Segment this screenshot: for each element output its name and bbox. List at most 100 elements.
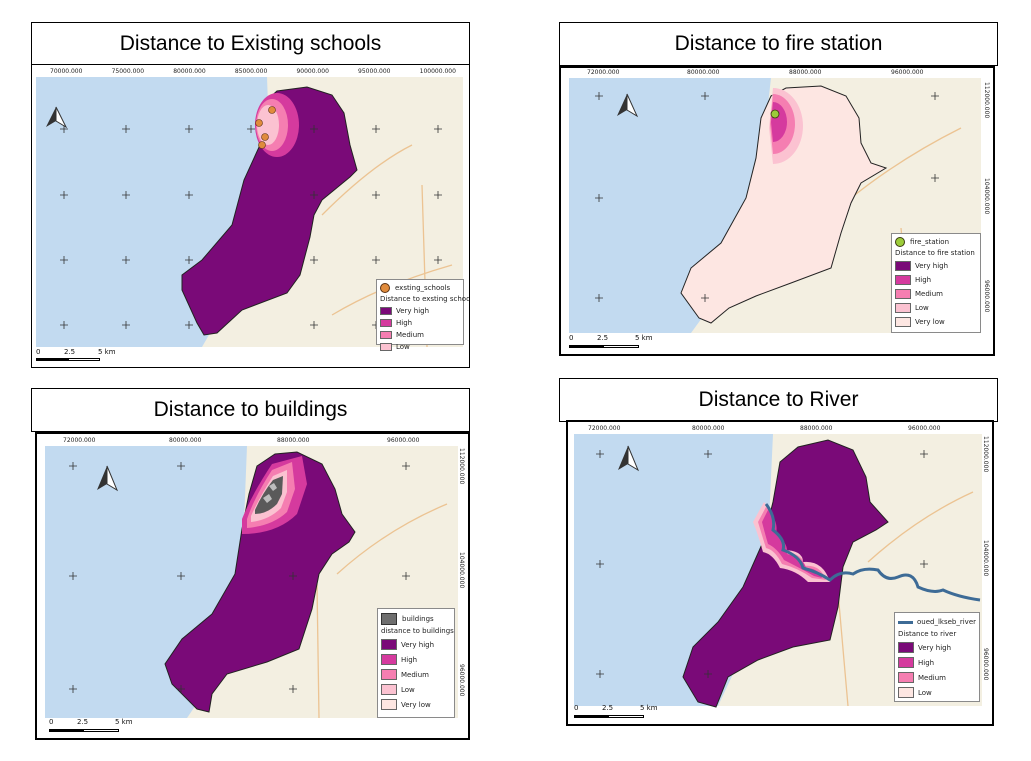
school-point	[258, 141, 266, 149]
buildings-icon	[381, 612, 397, 625]
legend-class: Medium	[396, 331, 424, 339]
coord-label: 96000.000	[387, 437, 420, 444]
title-text: Distance to buildings	[153, 398, 348, 421]
scale-zero: 0	[36, 348, 41, 356]
legend-header: distance to buildings	[381, 627, 454, 635]
coord-label: 112000.000	[982, 436, 989, 473]
coord-label: 88000.000	[789, 69, 822, 76]
legend-header: Distance to river	[898, 630, 957, 638]
map-title-fire-station: Distance to fire station	[559, 22, 998, 66]
coord-label: 72000.000	[588, 425, 621, 432]
coord-label: 85000.000	[234, 68, 268, 75]
legend-class: Low	[915, 304, 929, 312]
legend-class: Very high	[918, 643, 952, 652]
fire-station-point	[770, 109, 780, 119]
coord-label: 80000.000	[173, 68, 206, 75]
legend-class: High	[918, 658, 935, 667]
map-legend: exsting_schools Distance to exsting scho…	[376, 279, 470, 351]
legend-class: Very high	[396, 307, 430, 315]
scale-end: 5 km	[98, 348, 116, 356]
coord-label: 96000.000	[891, 69, 924, 76]
top-coordinate-labels: 70000.000 75000.000 80000.000 85000.000 …	[38, 68, 468, 75]
title-text: Distance to fire station	[674, 32, 883, 55]
legend-point-label: fire_station	[910, 238, 950, 246]
school-point	[268, 106, 276, 114]
coord-label: 80000.000	[692, 425, 725, 432]
map-title-schools: Distance to Existing schools	[31, 22, 470, 66]
scale-mid: 2.5	[64, 348, 76, 356]
legend-point-label: exsting_schools	[395, 284, 451, 292]
legend-class: Low	[401, 685, 415, 694]
school-point	[255, 119, 263, 127]
legend-class: Medium	[918, 673, 946, 682]
scale-end: 5 km	[640, 704, 658, 712]
north-arrow-icon	[618, 445, 640, 472]
coord-label: 104000.000	[458, 552, 465, 589]
legend-point-label: buildings	[402, 614, 434, 623]
map-legend: oued_lkseb_river Distance to river Very …	[894, 612, 980, 702]
coord-label: 96000.000	[983, 280, 990, 313]
legend-class: Very high	[401, 640, 435, 649]
coord-label: 75000.000	[111, 68, 145, 75]
map-panel-fire-station: 72000.000 80000.000 88000.000 96000.000 …	[559, 66, 995, 356]
legend-class: Low	[918, 688, 932, 697]
legend-class: High	[396, 319, 413, 327]
coord-label: 90000.000	[296, 68, 329, 75]
scale-mid: 2.5	[77, 718, 89, 726]
legend-class: Very low	[401, 700, 431, 709]
scale-bar: 0 2.5 5 km	[569, 334, 669, 352]
north-arrow-icon	[97, 465, 119, 492]
coord-label: 100000.000	[419, 68, 456, 75]
legend-header: Distance to fire station	[895, 249, 975, 257]
fire-station-icon	[895, 237, 905, 247]
scale-zero: 0	[574, 704, 579, 712]
coord-label: 88000.000	[800, 425, 833, 432]
coord-label: 88000.000	[277, 437, 310, 444]
scale-bar: 0 2.5 5 km	[45, 718, 145, 736]
scale-zero: 0	[49, 718, 54, 726]
coord-label: 80000.000	[687, 69, 720, 76]
map-panel-river: 72000.000 80000.000 88000.000 96000.000 …	[566, 420, 994, 726]
river-icon	[898, 620, 913, 624]
coord-label: 96000.000	[908, 425, 941, 432]
scale-end: 5 km	[635, 334, 653, 342]
legend-class: Medium	[401, 670, 429, 679]
map-legend: buildings distance to buildings Very hig…	[377, 608, 455, 718]
coord-label: 72000.000	[63, 437, 96, 444]
legend-class: High	[401, 655, 418, 664]
map-panel-schools: 70000.000 75000.000 80000.000 85000.000 …	[31, 64, 470, 368]
legend-class: Medium	[915, 290, 943, 298]
map-panel-buildings: 72000.000 80000.000 88000.000 96000.000 …	[35, 432, 470, 740]
scale-bar: 0 2.5 5 km	[574, 704, 674, 722]
title-text: Distance to River	[698, 388, 859, 411]
school-point-icon	[380, 283, 390, 293]
legend-class: Very high	[915, 262, 949, 270]
legend-header: Distance to exsting schools	[380, 295, 470, 303]
legend-class: Low	[396, 343, 410, 351]
coord-label: 104000.000	[983, 178, 990, 215]
scale-bar: 0 2.5 5 km	[36, 348, 126, 364]
map-title-buildings: Distance to buildings	[31, 388, 470, 432]
coord-label: 96000.000	[458, 664, 465, 697]
map-title-river: Distance to River	[559, 378, 998, 422]
coord-label: 112000.000	[458, 448, 465, 485]
coord-label: 80000.000	[169, 437, 202, 444]
legend-class: High	[915, 276, 932, 284]
legend-point-label: oued_lkseb_river	[916, 618, 976, 626]
scale-mid: 2.5	[602, 704, 614, 712]
coord-label: 95000.000	[358, 68, 391, 75]
coord-label: 112000.000	[983, 82, 990, 119]
coord-label: 104000.000	[982, 540, 989, 577]
north-arrow-icon	[617, 93, 639, 118]
north-arrow-icon	[46, 106, 68, 129]
scale-mid: 2.5	[597, 334, 609, 342]
title-text: Distance to Existing schools	[119, 32, 382, 55]
scale-zero: 0	[569, 334, 574, 342]
legend-class: Very low	[915, 318, 945, 326]
map-legend: fire_station Distance to fire station Ve…	[891, 233, 981, 333]
coord-label: 72000.000	[587, 69, 620, 76]
river-line	[764, 503, 981, 602]
scale-end: 5 km	[115, 718, 133, 726]
coord-label: 70000.000	[50, 68, 83, 75]
school-point	[261, 133, 269, 141]
